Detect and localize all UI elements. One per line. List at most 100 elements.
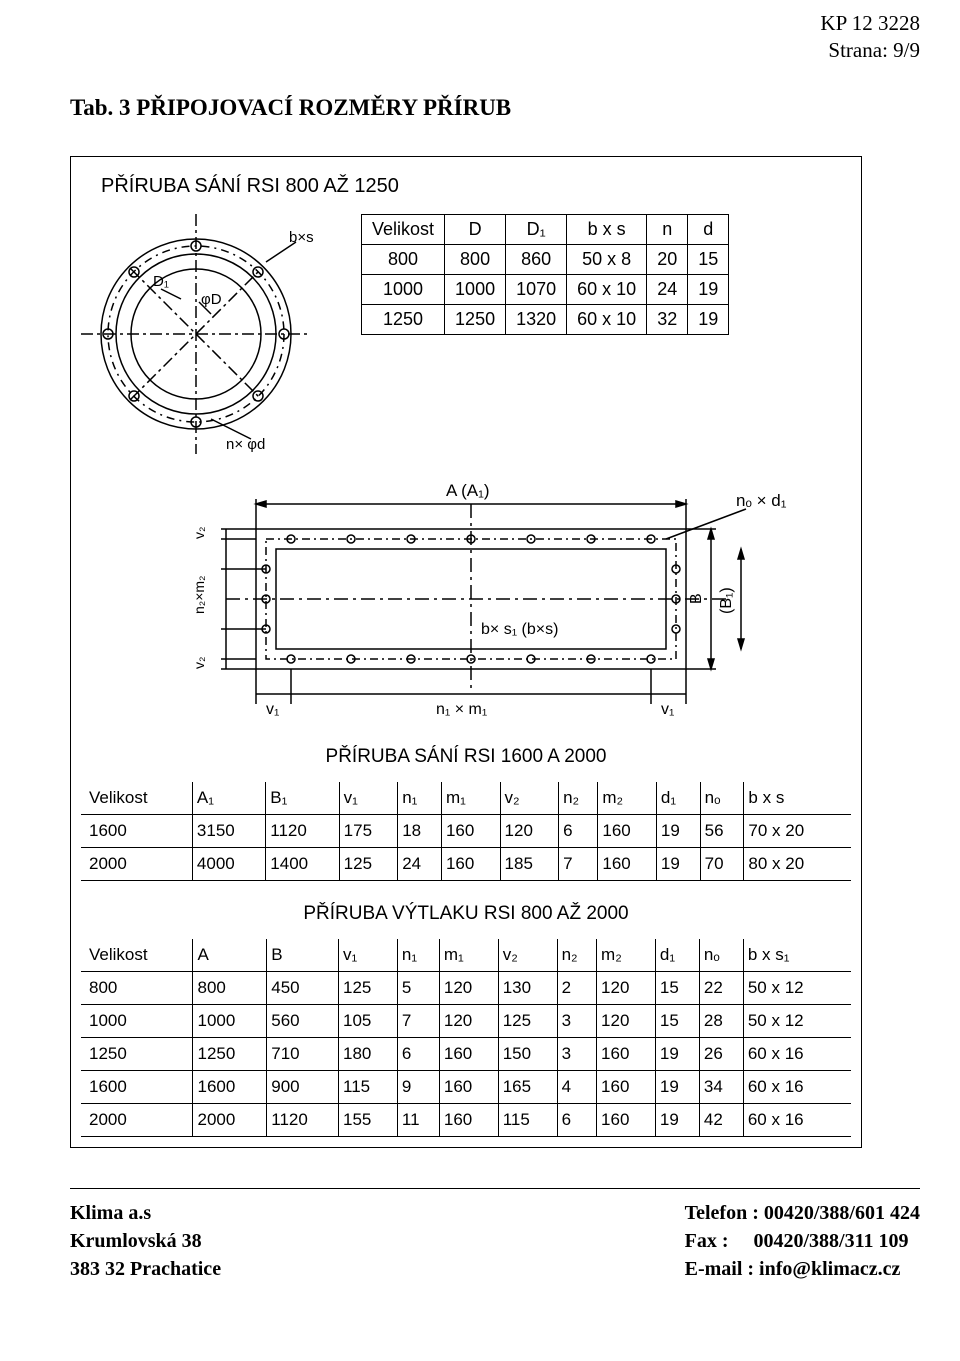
table-cell: 150 [498, 1037, 557, 1070]
table-cell: 24 [647, 274, 688, 304]
table-cell: 1600 [81, 814, 192, 847]
table-cell: 60 x 16 [743, 1037, 851, 1070]
figure-container: PŘÍRUBA SÁNÍ RSI 800 AŽ 1250 [70, 156, 862, 1148]
column-header: B₁ [266, 782, 339, 815]
table-cell: 50 x 12 [743, 971, 851, 1004]
column-header: d₁ [656, 782, 700, 815]
table-cell: 1000 [81, 1004, 193, 1037]
table-cell: 800 [193, 971, 267, 1004]
table-cell: 125 [339, 847, 398, 880]
table-cell: 860 [506, 244, 567, 274]
table-cell: 130 [498, 971, 557, 1004]
table-cell: 160 [439, 1103, 498, 1136]
label-nxphid: n× φd [226, 436, 265, 453]
table-cell: 120 [597, 1004, 656, 1037]
footer-divider [70, 1188, 920, 1189]
table-cell: 1400 [266, 847, 339, 880]
table-cell: 160 [441, 814, 500, 847]
table-cell: 19 [656, 847, 700, 880]
column-header: b x s [744, 782, 851, 815]
table-cell: 1000 [362, 274, 445, 304]
column-header: b x s₁ [743, 939, 851, 972]
label-bxs: b×s [289, 229, 314, 246]
table-cell: 1070 [506, 274, 567, 304]
column-header: m₁ [439, 939, 498, 972]
table-vytlaku: VelikostABv₁n₁m₁v₂n₂m₂d₁nₒb x s₁ 8008004… [81, 939, 851, 1137]
table-cell: 115 [498, 1103, 557, 1136]
table-cell: 18 [398, 814, 442, 847]
table-row: 160031501120175181601206160195670 x 20 [81, 814, 851, 847]
table-cell: 15 [655, 1004, 699, 1037]
table-row: 80080045012551201302120152250 x 12 [81, 971, 851, 1004]
table-cell: 160 [441, 847, 500, 880]
table-cell: 3 [557, 1004, 596, 1037]
label-phid: φD [201, 291, 222, 308]
fax: Fax : 00420/388/311 109 [685, 1227, 920, 1255]
table-cell: 120 [500, 814, 559, 847]
table-cell: 105 [339, 1004, 398, 1037]
label-n2m2: n₂×m₂ [191, 575, 207, 614]
label-bxs1: b× s₁ (b×s) [481, 621, 558, 638]
table-row: 1250125071018061601503160192660 x 16 [81, 1037, 851, 1070]
company-name: Klima a.s [70, 1199, 221, 1227]
table-row: 12501250132060 x 103219 [362, 304, 729, 334]
table-row: 80080086050 x 82015 [362, 244, 729, 274]
table-cell: 6 [557, 1103, 596, 1136]
table-cell: 26 [699, 1037, 743, 1070]
table-cell: 34 [699, 1070, 743, 1103]
table-cell: 1250 [445, 304, 506, 334]
label-v2-top: v₂ [191, 526, 207, 538]
section3-title: PŘÍRUBA VÝTLAKU RSI 800 AŽ 2000 [81, 903, 851, 925]
column-header: v₁ [339, 782, 398, 815]
column-header: D [445, 214, 506, 244]
table-cell: 160 [597, 1103, 656, 1136]
column-header: D₁ [506, 214, 567, 244]
company-street: Krumlovská 38 [70, 1227, 221, 1255]
column-header: d [688, 214, 729, 244]
table-cell: 9 [397, 1070, 439, 1103]
table-cell: 19 [688, 304, 729, 334]
table-cell: 24 [398, 847, 442, 880]
table-cell: 2000 [81, 847, 192, 880]
column-header: b x s [567, 214, 647, 244]
table-cell: 19 [655, 1103, 699, 1136]
table-cell: 160 [597, 1070, 656, 1103]
table-cell: 160 [598, 847, 657, 880]
table-cell: 60 x 10 [567, 304, 647, 334]
company-city: 383 32 Prachatice [70, 1255, 221, 1283]
table-row: 200020001120155111601156160194260 x 16 [81, 1103, 851, 1136]
table-cell: 15 [688, 244, 729, 274]
page-title: Tab. 3 PŘIPOJOVACÍ ROZMĚRY PŘÍRUB [70, 95, 920, 121]
column-header: A [193, 939, 267, 972]
table-cell: 1320 [506, 304, 567, 334]
table-cell: 70 [700, 847, 744, 880]
table-cell: 3 [557, 1037, 596, 1070]
table-row: 1000100056010571201253120152850 x 12 [81, 1004, 851, 1037]
table-cell: 19 [656, 814, 700, 847]
label-v1-left: v₁ [266, 701, 279, 718]
table-cell: 5 [397, 971, 439, 1004]
telephone: Telefon : 00420/388/601 424 [685, 1199, 920, 1227]
label-n1m1: n₁ × m₁ [436, 701, 487, 718]
table-cell: 1120 [266, 814, 339, 847]
footer: Klima a.s Krumlovská 38 383 32 Prachatic… [70, 1199, 920, 1283]
column-header: n₁ [397, 939, 439, 972]
column-header: m₁ [441, 782, 500, 815]
table-cell: 6 [397, 1037, 439, 1070]
table-cell: 175 [339, 814, 398, 847]
table-cell: 4000 [192, 847, 265, 880]
column-header: Velikost [81, 939, 193, 972]
column-header: A₁ [192, 782, 265, 815]
table-cell: 1000 [193, 1004, 267, 1037]
table-cell: 2000 [81, 1103, 193, 1136]
table-cell: 160 [597, 1037, 656, 1070]
table-cell: 1600 [81, 1070, 193, 1103]
table-cell: 1600 [193, 1070, 267, 1103]
table-cell: 710 [267, 1037, 339, 1070]
label-d1: D₁ [153, 273, 169, 290]
table-cell: 800 [362, 244, 445, 274]
table-row: 200040001400125241601857160197080 x 20 [81, 847, 851, 880]
page-number: Strana: 9/9 [820, 37, 920, 64]
table-cell: 15 [655, 971, 699, 1004]
section1-title: PŘÍRUBA SÁNÍ RSI 800 AŽ 1250 [101, 175, 851, 198]
